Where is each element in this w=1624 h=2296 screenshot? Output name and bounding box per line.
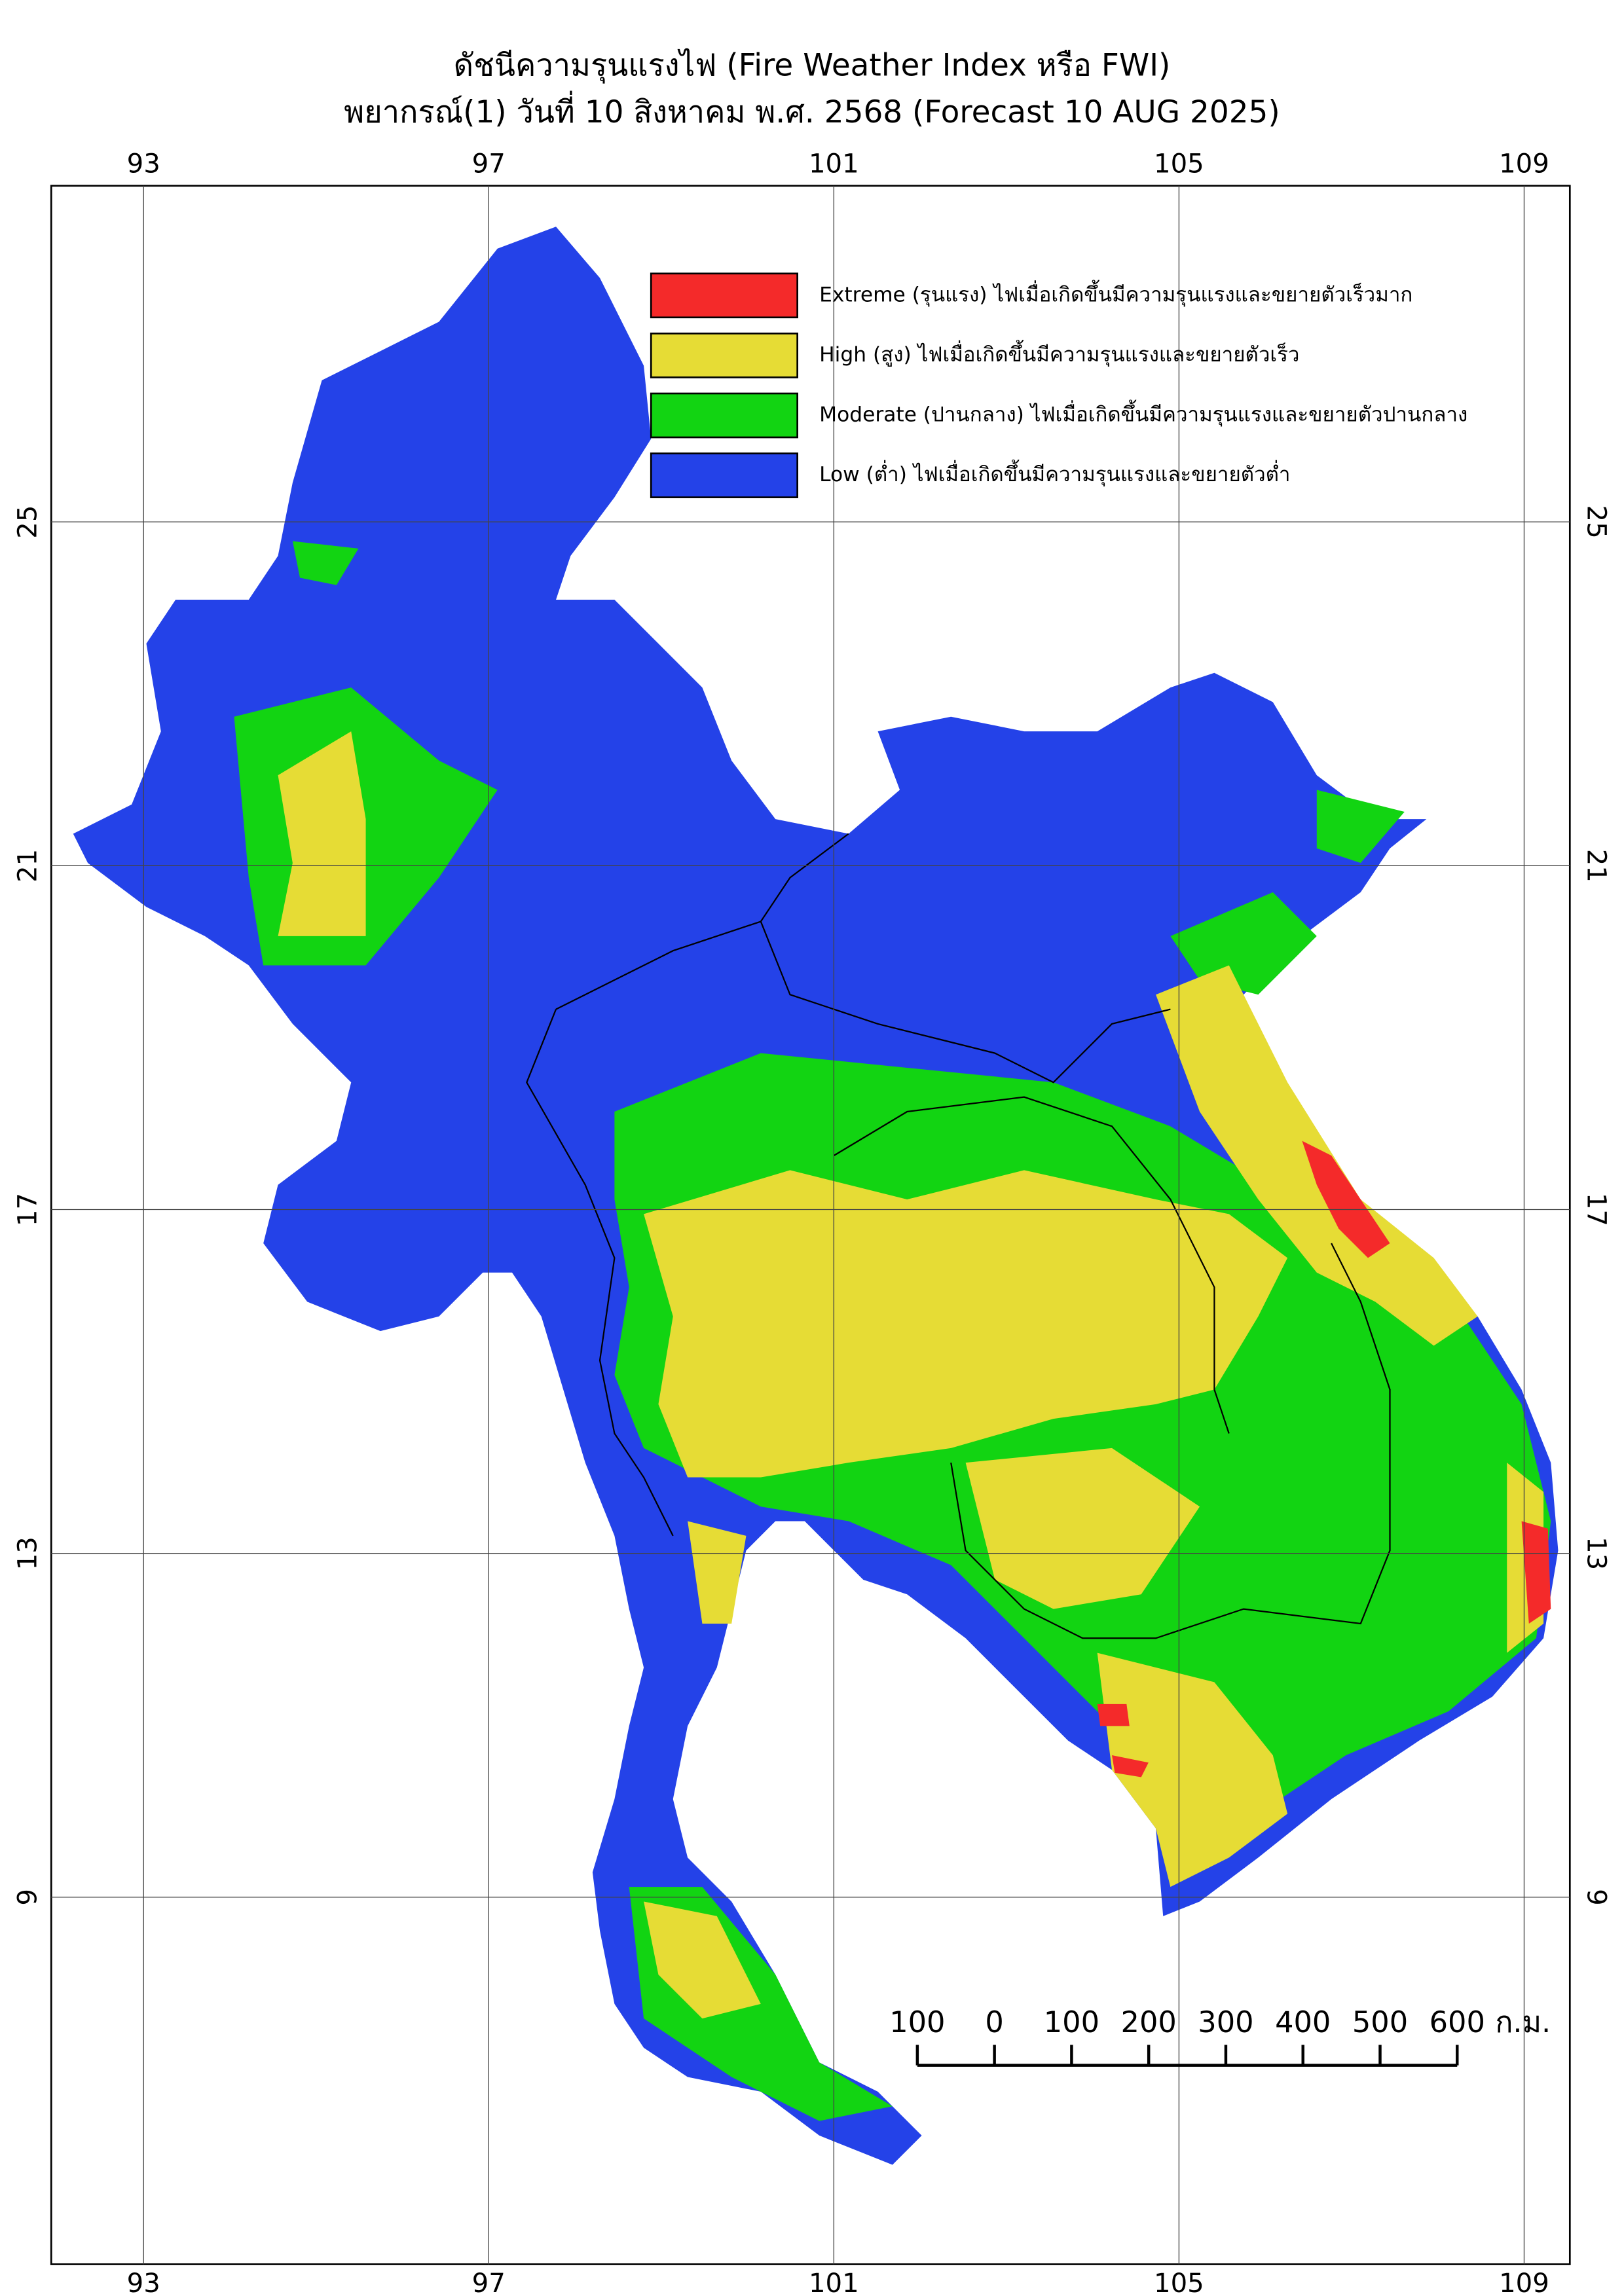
lon-label: 105 (1154, 149, 1204, 179)
lon-label: 109 (1499, 2269, 1549, 2296)
map-title: ดัชนีความรุนแรงไฟ (Fire Weather Index หร… (454, 47, 1171, 84)
scale-label: 500 (1352, 2005, 1408, 2039)
extreme-region (1097, 1140, 1551, 1777)
scale-label: 400 (1275, 2005, 1331, 2039)
map-subtitle: พยากรณ์(1) วันที่ 10 สิงหาคม พ.ศ. 2568 (… (344, 90, 1280, 130)
lon-label: 101 (809, 149, 859, 179)
lat-label: 13 (1581, 1537, 1611, 1570)
scale-label: 600 (1430, 2005, 1485, 2039)
scale-label: 0 (985, 2005, 1003, 2039)
lon-label: 93 (127, 2269, 160, 2296)
lon-label: 101 (809, 2269, 859, 2296)
lon-label: 93 (127, 149, 160, 179)
legend-swatch (650, 333, 798, 378)
lat-label: 9 (1581, 1889, 1611, 1906)
lat-label: 21 (13, 849, 43, 883)
lat-label: 25 (1581, 505, 1611, 539)
legend-label: Moderate (ปานกลาง) ไฟเมื่อเกิดขึ้นมีความ… (819, 399, 1467, 428)
scale-unit: ก.ม. (1495, 2005, 1551, 2039)
scale-label: 100 (889, 2005, 945, 2039)
legend-label: Extreme (รุนแรง) ไฟเมื่อเกิดขึ้นมีความรุ… (819, 279, 1412, 307)
lat-label: 17 (1581, 1193, 1611, 1226)
borders (526, 833, 1391, 1639)
scale-label: 200 (1121, 2005, 1177, 2039)
legend-swatch (650, 272, 798, 319)
lon-label: 109 (1499, 149, 1549, 179)
scale-label: 300 (1198, 2005, 1253, 2039)
lat-label: 21 (1581, 849, 1611, 883)
legend-swatch (650, 452, 798, 498)
lat-label: 9 (13, 1889, 43, 1906)
legend-swatch (650, 392, 798, 439)
lat-label: 25 (13, 505, 43, 539)
legend-label: Low (ต่ำ) ไฟเมื่อเกิดขึ้นมีความรุนแรงและ… (819, 459, 1290, 487)
scale-label: 100 (1044, 2005, 1099, 2039)
lon-label: 105 (1154, 2269, 1204, 2296)
lat-label: 17 (13, 1193, 43, 1226)
lon-label: 97 (472, 2269, 506, 2296)
lon-label: 97 (472, 149, 506, 179)
land (73, 227, 1559, 2165)
legend-label: High (สูง) ไฟเมื่อเกิดขึ้นมีความรุนแรงแล… (819, 339, 1299, 367)
lat-label: 13 (13, 1537, 43, 1570)
